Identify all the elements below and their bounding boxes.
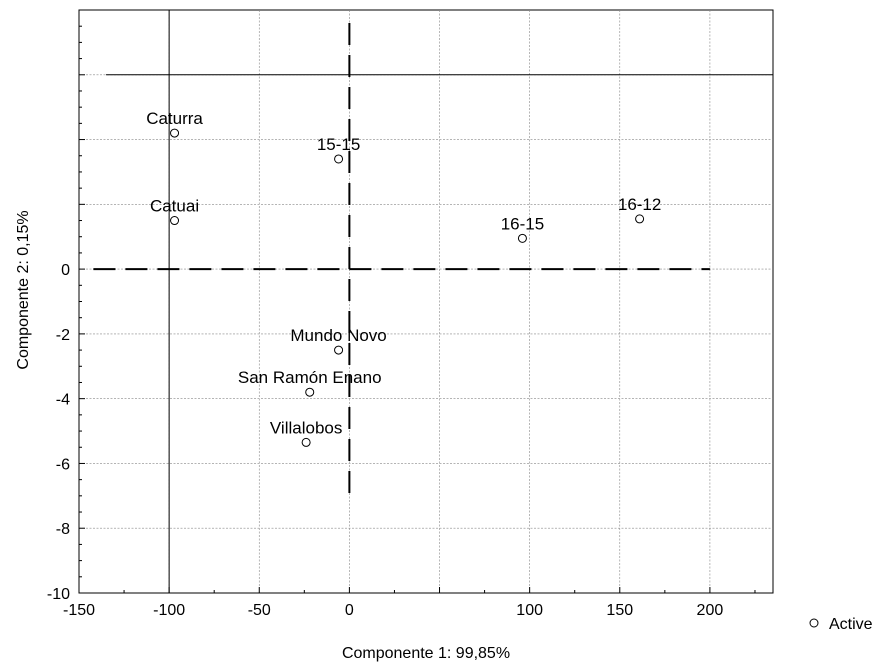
y-tick-label: -6: [56, 456, 70, 473]
point-labels: Caturra Catuai 15-15 16-15 16-12 Mundo Novo Sa…: [146, 109, 661, 437]
data-point: [635, 214, 645, 224]
y-tick-label: 0: [61, 262, 70, 279]
point-label: Villalobos: [270, 418, 342, 437]
point-label: Catuai: [150, 197, 199, 216]
x-tick-label: 150: [606, 602, 633, 619]
point-label: San Ramón Enano: [238, 368, 382, 387]
data-point: [334, 345, 344, 355]
data-point: [301, 437, 311, 447]
legend-label: Active: [829, 616, 873, 633]
data-points: [170, 128, 645, 447]
legend: Active: [809, 616, 873, 633]
data-point: [334, 154, 344, 164]
data-point: [170, 216, 180, 226]
x-tick-label: 0: [345, 602, 354, 619]
x-axis-title: Componente 1: 99,85%: [342, 645, 510, 662]
y-tick-label: -2: [56, 327, 70, 344]
reference-lines: [93, 10, 773, 593]
point-label: 16-12: [618, 195, 661, 214]
axis-ticks: [78, 9, 756, 594]
grid-lines: [79, 10, 773, 593]
plot-frame: [78, 9, 774, 594]
x-tick-label: -150: [63, 602, 95, 619]
x-tick-label: 200: [697, 602, 724, 619]
tick-labels: -150 -100 -50 0 100 150 200 -10 -8 -6 -4 -2 0: [47, 262, 723, 619]
legend-marker: [809, 618, 819, 628]
y-tick-label: -10: [47, 586, 70, 603]
point-label: 15-15: [317, 135, 360, 154]
y-tick-label: -8: [56, 521, 70, 538]
point-label: Mundo Novo: [290, 326, 386, 345]
x-tick-label: 100: [516, 602, 543, 619]
x-tick-label: -50: [248, 602, 271, 619]
point-label: 16-15: [501, 214, 544, 233]
point-label: Caturra: [146, 109, 203, 128]
x-tick-label: -100: [153, 602, 185, 619]
y-tick-label: -4: [56, 392, 70, 409]
data-point: [170, 128, 180, 138]
data-point: [517, 233, 527, 243]
data-point: [305, 387, 315, 397]
y-axis-title: Componente 2: 0,15%: [15, 210, 32, 369]
